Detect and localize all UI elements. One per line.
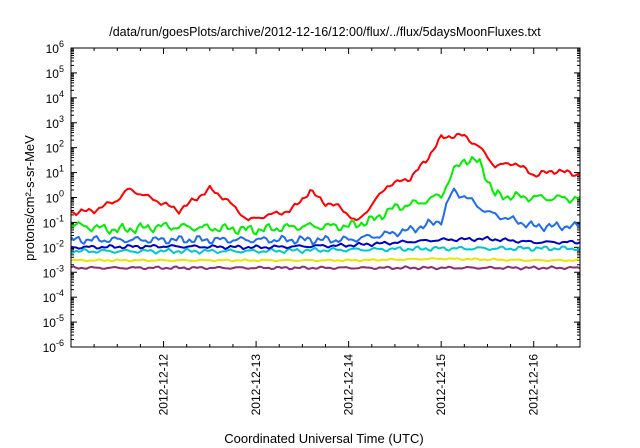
y-tick-label: 103: [46, 114, 64, 131]
y-tick-label: 10-1: [43, 213, 64, 230]
series-line-5: [70, 245, 581, 255]
y-tick-label: 10-5: [43, 313, 64, 330]
y-tick-label: 106: [46, 39, 64, 56]
chart-title: /data/run/goesPlots/archive/2012-12-16/1…: [109, 25, 541, 39]
x-tick-label: 2012-12-15: [434, 354, 448, 416]
y-axis-title: protons/cm²-s-sr-MeV: [22, 135, 37, 261]
y-tick-label: 10-6: [43, 338, 64, 355]
x-tick-label: 2012-12-12: [157, 354, 171, 416]
y-tick-label: 104: [46, 89, 64, 106]
y-tick-label: 102: [46, 139, 64, 156]
plot-frame: [70, 47, 581, 348]
y-tick-label: 105: [46, 64, 64, 81]
x-axis-title: Coordinated Universal Time (UTC): [224, 431, 423, 446]
series-line-7: [70, 265, 581, 271]
x-tick-label: 2012-12-13: [249, 354, 263, 416]
series-line-6: [70, 257, 581, 263]
series-line-2: [70, 156, 581, 236]
x-tick-label: 2012-12-16: [527, 354, 541, 416]
y-tick-label: 10-2: [43, 238, 64, 255]
x-axis: 2012-12-12 2012-12-13 2012-12-14 2012-12-15…: [70, 48, 581, 416]
y-tick-label: 10-3: [43, 263, 64, 280]
x-tick-label: 2012-12-14: [342, 354, 356, 416]
y-tick-label: 101: [46, 164, 64, 181]
series-layer: [70, 132, 581, 271]
series-line-3: [70, 187, 581, 246]
y-tick-label: 10-4: [43, 288, 64, 305]
series-line-4: [70, 235, 581, 251]
y-axis: 10-6 10-5 10-4 10-3 10-2 10-1 100 101 102 103 104 1…: [43, 39, 580, 355]
series-line-1: [70, 132, 581, 222]
y-tick-label: 100: [46, 189, 64, 206]
